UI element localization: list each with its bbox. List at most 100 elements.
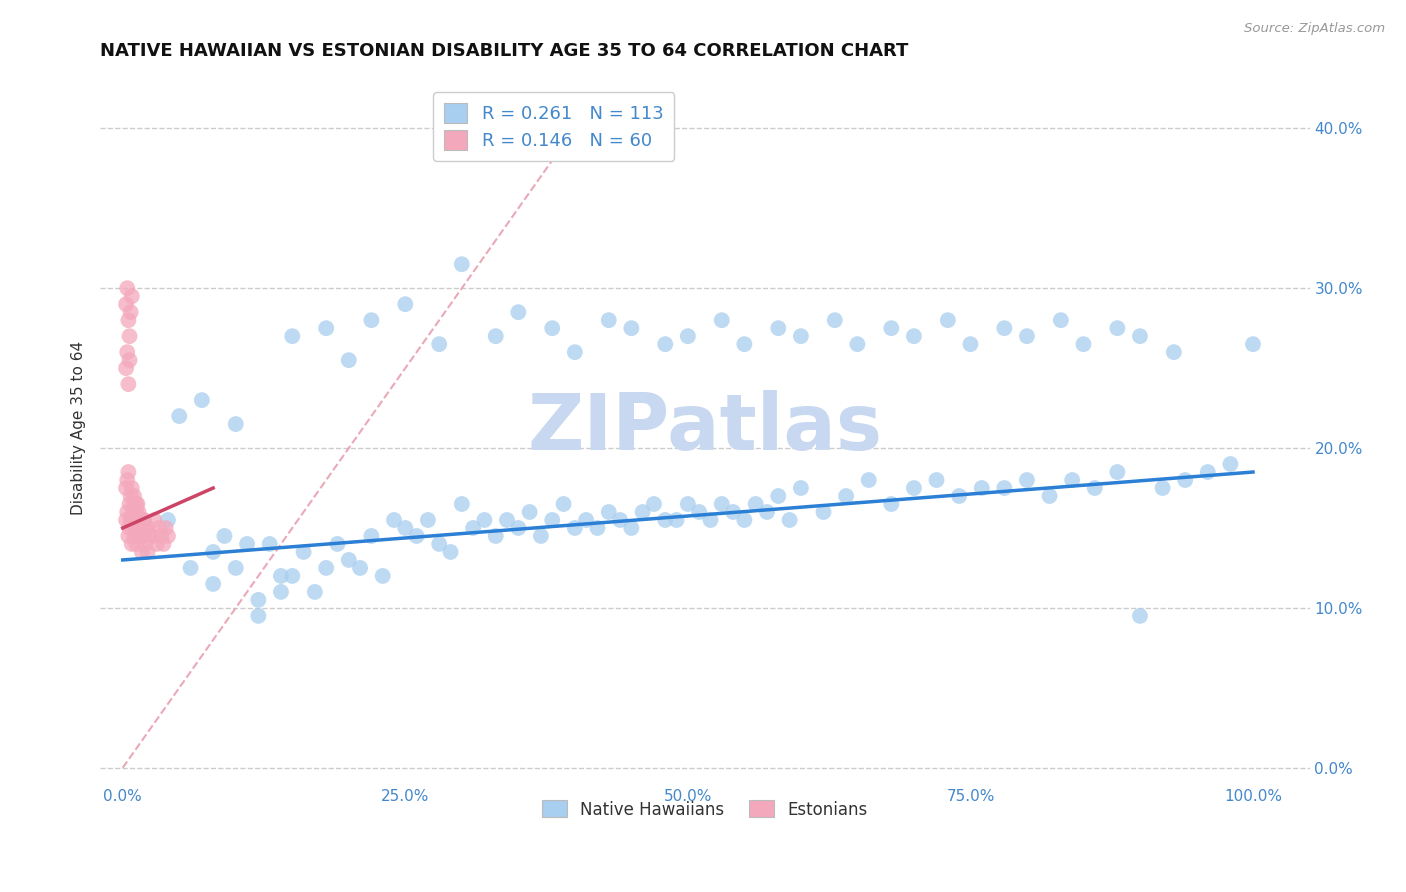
Point [405, 529, 427, 543]
Point [756, 505, 779, 519]
Point [125, 505, 148, 519]
Point [349, 561, 371, 575]
Point [519, 505, 541, 519]
Point [132, 529, 155, 543]
Point [416, 513, 439, 527]
Point [450, 257, 472, 271]
Point [122, 513, 145, 527]
Point [654, 337, 676, 351]
Point [117, 377, 139, 392]
Point [631, 505, 654, 519]
Point [541, 321, 564, 335]
Point [150, 529, 173, 543]
Point [439, 545, 461, 559]
Point [136, 521, 159, 535]
Point [117, 313, 139, 327]
Point [382, 513, 405, 527]
Point [1015, 329, 1038, 343]
Point [768, 489, 790, 503]
Point [127, 521, 149, 535]
Point [744, 497, 766, 511]
Point [903, 329, 925, 343]
Point [1129, 608, 1152, 623]
Point [129, 521, 152, 535]
Point [1197, 465, 1219, 479]
Point [1129, 329, 1152, 343]
Point [813, 505, 835, 519]
Text: NATIVE HAWAIIAN VS ESTONIAN DISABILITY AGE 35 TO 64 CORRELATION CHART: NATIVE HAWAIIAN VS ESTONIAN DISABILITY A… [100, 42, 908, 60]
Point [118, 521, 141, 535]
Point [136, 545, 159, 559]
Point [699, 513, 721, 527]
Point [128, 529, 150, 543]
Point [620, 321, 643, 335]
Point [790, 481, 813, 495]
Point [120, 513, 142, 527]
Point [292, 545, 315, 559]
Point [117, 465, 139, 479]
Point [118, 329, 141, 343]
Point [118, 353, 141, 368]
Point [733, 513, 755, 527]
Point [880, 497, 903, 511]
Point [115, 481, 138, 495]
Point [315, 561, 337, 575]
Point [117, 281, 139, 295]
Point [1062, 473, 1084, 487]
Point [128, 513, 150, 527]
Point [125, 537, 148, 551]
Point [710, 313, 733, 327]
Point [120, 305, 142, 319]
Point [790, 329, 813, 343]
Point [134, 513, 156, 527]
Point [225, 417, 247, 431]
Point [530, 529, 553, 543]
Point [118, 497, 141, 511]
Point [598, 505, 620, 519]
Point [993, 321, 1015, 335]
Point [710, 497, 733, 511]
Point [115, 513, 138, 527]
Point [122, 529, 145, 543]
Point [115, 361, 138, 376]
Point [117, 473, 139, 487]
Point [191, 393, 214, 408]
Point [835, 489, 858, 503]
Point [846, 337, 869, 351]
Point [360, 313, 382, 327]
Point [609, 513, 631, 527]
Legend: Native Hawaiians, Estonians: Native Hawaiians, Estonians [536, 794, 875, 825]
Point [315, 321, 337, 335]
Point [485, 529, 508, 543]
Point [128, 513, 150, 527]
Point [225, 561, 247, 575]
Point [304, 585, 326, 599]
Point [143, 513, 166, 527]
Point [824, 313, 846, 327]
Point [135, 521, 157, 535]
Point [117, 345, 139, 359]
Point [586, 521, 609, 535]
Point [564, 521, 586, 535]
Point [948, 489, 970, 503]
Point [281, 329, 304, 343]
Point [281, 569, 304, 583]
Point [127, 497, 149, 511]
Point [128, 505, 150, 519]
Point [156, 513, 179, 527]
Point [903, 481, 925, 495]
Point [858, 473, 880, 487]
Point [688, 505, 710, 519]
Point [236, 537, 259, 551]
Point [1219, 457, 1241, 471]
Point [122, 505, 145, 519]
Text: Source: ZipAtlas.com: Source: ZipAtlas.com [1244, 22, 1385, 36]
Point [337, 353, 360, 368]
Point [145, 537, 167, 551]
Point [129, 529, 152, 543]
Point [676, 497, 699, 511]
Point [1107, 465, 1129, 479]
Point [643, 497, 665, 511]
Point [508, 521, 530, 535]
Point [148, 521, 170, 535]
